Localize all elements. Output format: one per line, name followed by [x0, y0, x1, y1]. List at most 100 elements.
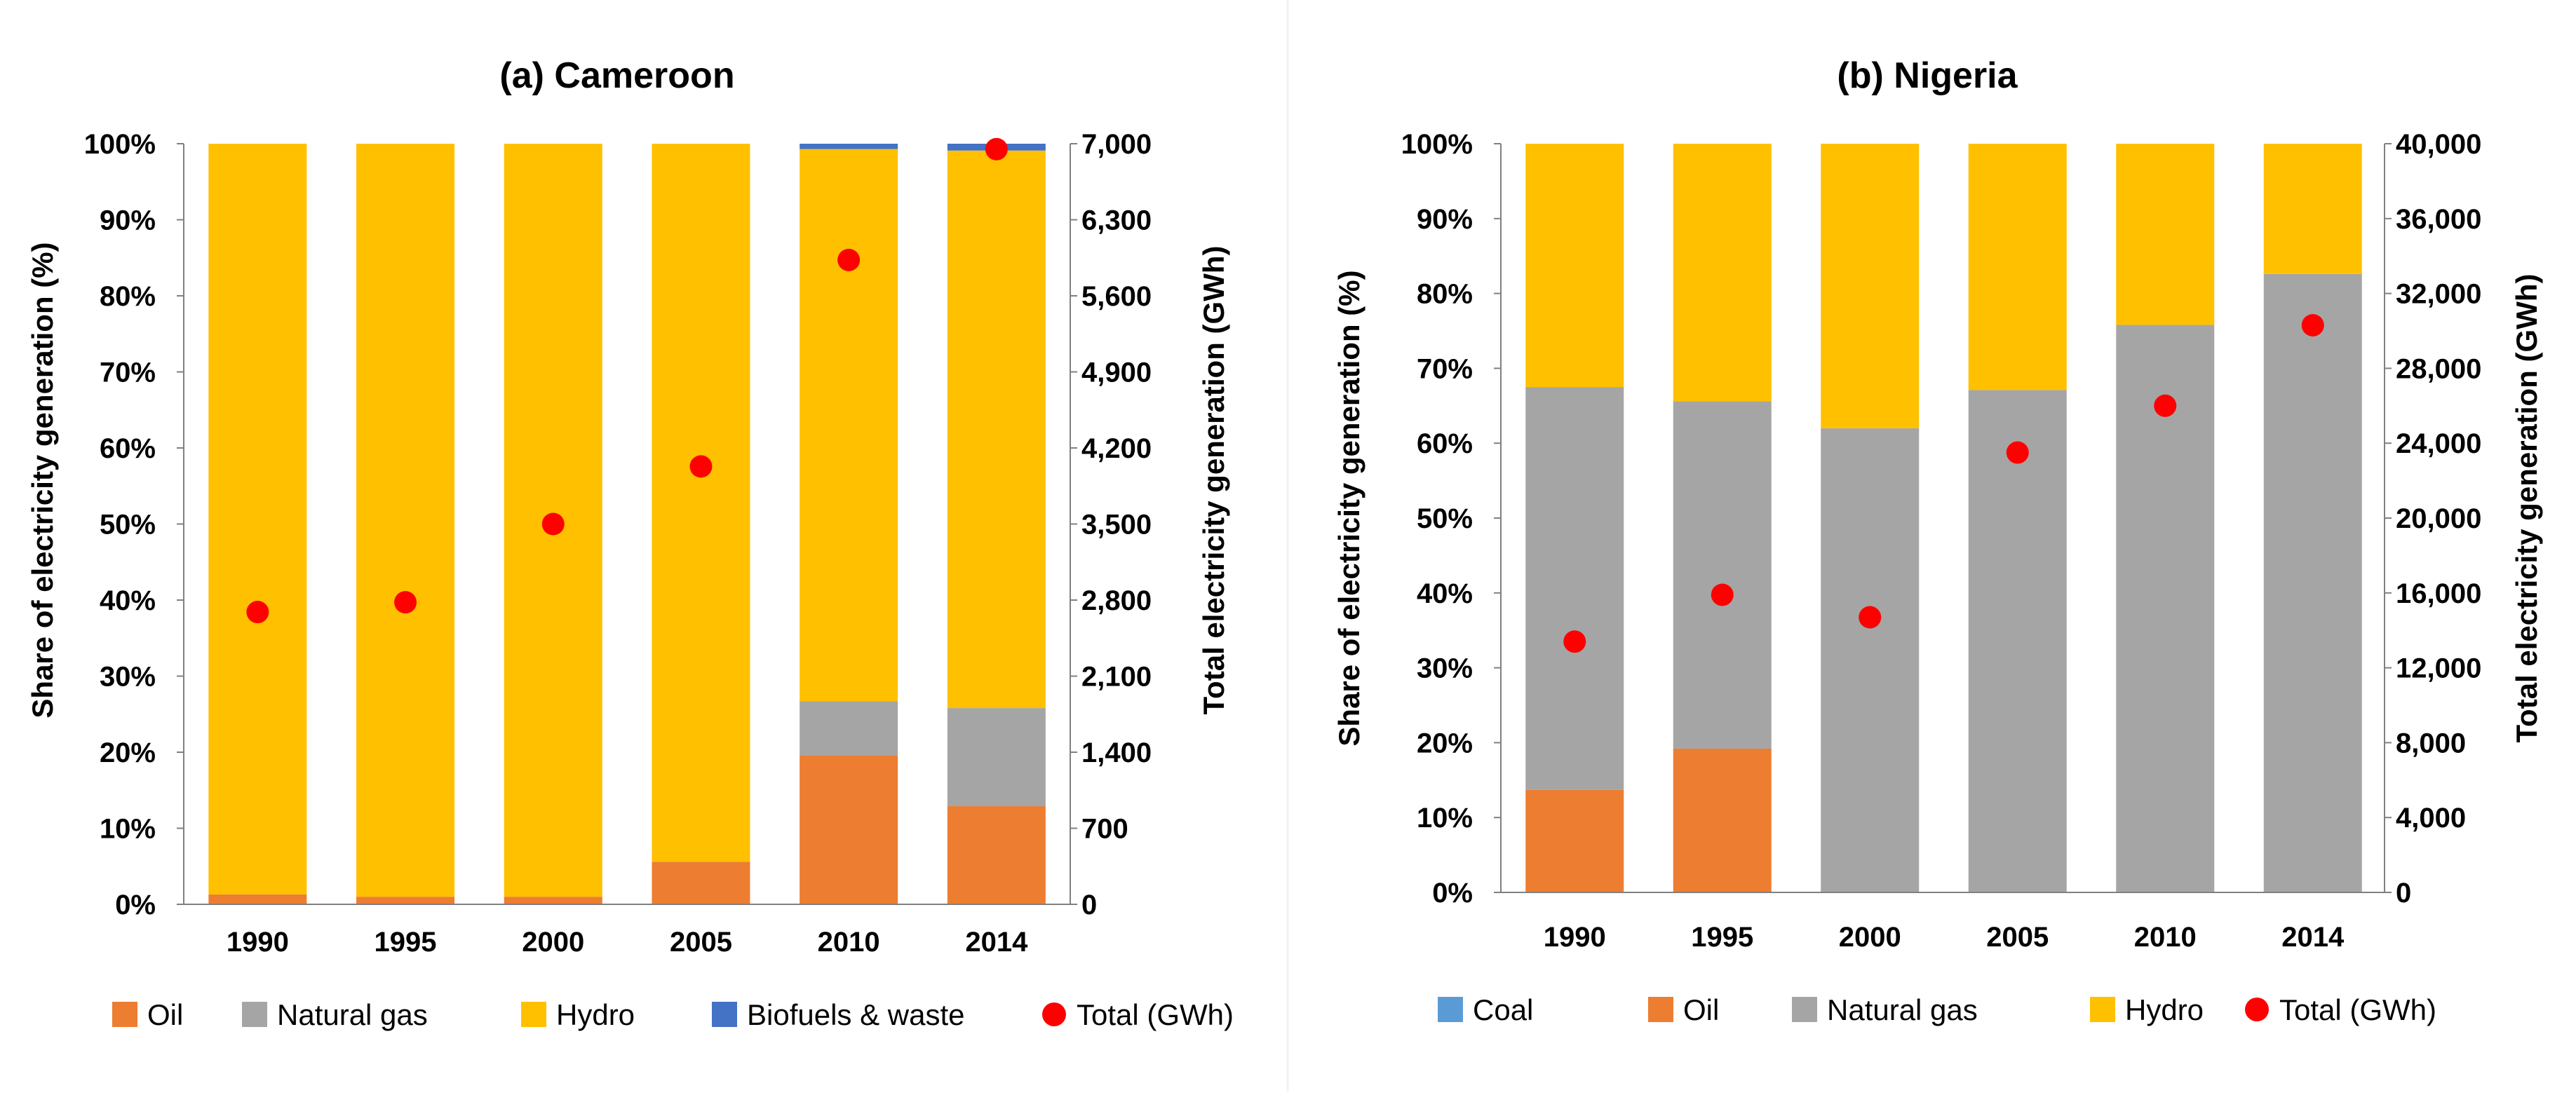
bar-oil-2014	[947, 806, 1046, 904]
y2-tick-label: 24,000	[2396, 428, 2481, 459]
legend-swatch-total-gwh	[1042, 1002, 1066, 1026]
y2-tick-label: 2,800	[1081, 585, 1152, 616]
bar-hydro-1995	[1673, 144, 1772, 402]
y2-tick-label: 16,000	[2396, 578, 2481, 609]
y-tick-label: 20%	[1417, 728, 1473, 759]
y-tick-label: 40%	[100, 585, 156, 616]
y-tick-label: 90%	[1417, 204, 1473, 235]
legend-swatch-total-gwh	[2245, 998, 2269, 1021]
plot-area: 0% 10% 20% 30% 40% 50% 60% 70% 80% 90% 100% 0 4,000 8…	[1401, 129, 2482, 953]
legend: Oil Natural gas Hydro Biofuels & waste Total…	[112, 998, 1234, 1031]
bar-hydro-2005	[652, 144, 750, 862]
bar-oil-2005	[652, 862, 750, 904]
x-tick-label: 2000	[522, 927, 584, 958]
y-tick-label: 30%	[100, 662, 156, 693]
y2-tick-label: 28,000	[2396, 353, 2481, 384]
y-tick-label: 70%	[1417, 353, 1473, 384]
x-tick-label: 2005	[670, 927, 732, 958]
y2-tick-label: 3,500	[1081, 510, 1152, 540]
legend-swatch-biofuels-waste	[712, 1002, 737, 1027]
bar-oil-1990	[1525, 789, 1624, 892]
y2-tick-label: 4,200	[1081, 433, 1152, 464]
total-point-2014	[985, 137, 1008, 161]
legend-swatch-coal	[1438, 997, 1463, 1022]
total-point-2005	[2006, 441, 2029, 464]
y2-tick-label: 8,000	[2396, 728, 2466, 759]
legend-swatch-oil	[112, 1002, 137, 1027]
x-tick-label: 2014	[2281, 922, 2345, 953]
bar-oil-2000	[504, 897, 602, 904]
y2-tick-label: 2,100	[1081, 662, 1152, 693]
y2-tick-label: 20,000	[2396, 503, 2481, 534]
y-tick-label: 50%	[1417, 503, 1473, 534]
x-tick-label: 1995	[375, 927, 437, 958]
bar-hydro-2010	[800, 149, 898, 702]
bar-biofuels-waste-2010	[800, 144, 898, 149]
total-point-2010	[2154, 394, 2177, 417]
y-tick-label: 30%	[1417, 653, 1473, 684]
legend-swatch-natural-gas	[1792, 997, 1817, 1022]
bar-natural-gas-2010	[800, 701, 898, 756]
panel-nigeria: (b) Nigeria Share of electricity generat…	[1333, 55, 2543, 1026]
legend-label-hydro: Hydro	[556, 998, 635, 1031]
plot-area: 0% 10% 20% 30% 40% 50% 60% 70% 80% 90% 100% 0 700 1,4…	[84, 129, 1152, 958]
y2-tick-label: 5,600	[1081, 281, 1152, 312]
bar-natural-gas-2010	[2116, 325, 2215, 892]
bar-natural-gas-2005	[1968, 390, 2067, 892]
y-tick-label: 60%	[1417, 428, 1473, 459]
y-tick-label: 0%	[115, 890, 156, 920]
y2-tick-label: 4,900	[1081, 358, 1152, 388]
bar-hydro-2010	[2116, 144, 2215, 325]
y-tick-label: 100%	[84, 129, 156, 160]
total-point-2014	[2301, 313, 2324, 336]
x-tick-label: 1990	[227, 927, 289, 958]
legend-label-total-gwh: Total (GWh)	[1077, 998, 1234, 1031]
y-tick-label: 10%	[100, 814, 156, 845]
y2-tick-label: 36,000	[2396, 204, 2481, 235]
y2-tick-label: 0	[2396, 878, 2411, 909]
bar-natural-gas-2014	[2263, 273, 2362, 892]
legend-swatch-natural-gas	[242, 1002, 267, 1027]
legend-swatch-oil	[1648, 997, 1673, 1022]
legend-label-total-gwh: Total (GWh)	[2279, 993, 2436, 1026]
y2-tick-label: 32,000	[2396, 279, 2481, 310]
y2-tick-label: 6,300	[1081, 205, 1152, 236]
bar-hydro-1995	[356, 144, 455, 897]
bar-natural-gas-2014	[947, 708, 1046, 807]
bar-natural-gas-2000	[1821, 428, 1920, 892]
total-point-1995	[1711, 583, 1734, 606]
legend-label-natural-gas: Natural gas	[1827, 993, 1978, 1026]
bar-hydro-1990	[1525, 144, 1624, 388]
total-point-2000	[1859, 606, 1882, 629]
chart-title: (b) Nigeria	[1837, 55, 2018, 96]
bar-natural-gas-1990	[1525, 387, 1624, 790]
x-tick-label: 2010	[818, 927, 880, 958]
y-tick-label: 60%	[100, 433, 156, 464]
y2-tick-label: 4,000	[2396, 803, 2466, 834]
bar-oil-1995	[356, 897, 455, 904]
y2-tick-label: 0	[1081, 890, 1097, 920]
y2-axis-label: Total electricity generation (GWh)	[2510, 274, 2543, 743]
bar-hydro-2014	[2263, 144, 2362, 274]
bar-hydro-1990	[208, 144, 307, 895]
x-tick-label: 2005	[1986, 922, 2049, 953]
bar-hydro-2005	[1968, 144, 2067, 390]
y-tick-label: 40%	[1417, 578, 1473, 609]
chart-title: (a) Cameroon	[499, 55, 734, 96]
y-tick-label: 80%	[100, 281, 156, 312]
total-point-1995	[394, 591, 417, 614]
bar-natural-gas-1995	[1673, 401, 1772, 749]
legend-swatch-hydro	[2090, 997, 2115, 1022]
legend-label-hydro: Hydro	[2125, 993, 2204, 1026]
y-tick-label: 100%	[1401, 129, 1473, 160]
total-point-1990	[246, 601, 269, 624]
y-axis-label: Share of electricity generation (%)	[26, 242, 59, 718]
y-tick-label: 0%	[1432, 878, 1473, 909]
y2-axis-label: Total electricity generation (GWh)	[1197, 246, 1230, 715]
total-point-1990	[1563, 630, 1586, 653]
legend-label-biofuels-waste: Biofuels & waste	[747, 998, 965, 1031]
x-tick-label: 2014	[965, 927, 1028, 958]
y-tick-label: 10%	[1417, 803, 1473, 834]
